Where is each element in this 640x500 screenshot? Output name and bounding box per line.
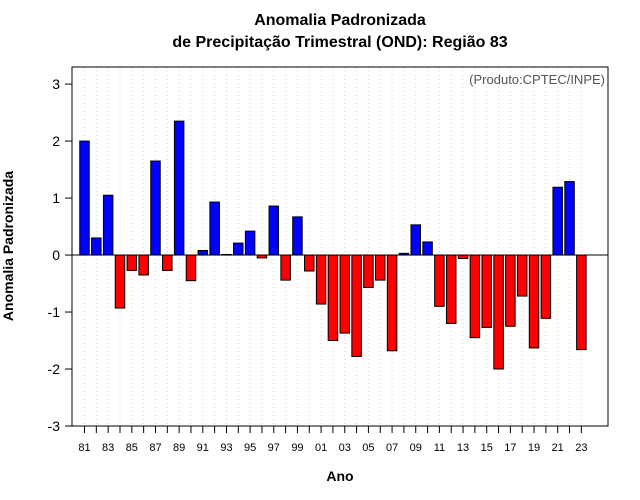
y-tick-label: -2 <box>48 361 61 377</box>
bar-21 <box>552 186 563 256</box>
bar-13 <box>457 254 469 259</box>
x-tick-label: 99 <box>291 442 303 454</box>
bar-82 <box>91 237 102 256</box>
bar-90 <box>185 254 197 282</box>
bar-97 <box>268 205 280 256</box>
bar-00 <box>304 254 315 272</box>
x-tick-label: 09 <box>410 442 422 454</box>
bar-23 <box>576 254 587 351</box>
bar-02 <box>327 254 339 342</box>
x-tick-label: 05 <box>362 442 374 454</box>
x-tick-label: 83 <box>102 442 114 454</box>
bar-18 <box>516 254 528 297</box>
y-tick-label: 0 <box>52 247 60 263</box>
bar-89 <box>173 120 185 256</box>
x-tick-label: 03 <box>339 442 351 454</box>
bar-07 <box>386 254 398 352</box>
bar-91 <box>197 249 209 256</box>
y-tick-label: 1 <box>52 190 60 206</box>
x-tick-label: 23 <box>575 442 587 454</box>
bar-95 <box>244 230 256 256</box>
x-tick-label: 97 <box>268 442 280 454</box>
plot-frame <box>71 66 609 427</box>
source-annotation: (Produto:CPTEC/INPE) <box>469 72 605 87</box>
bar-88 <box>162 254 173 271</box>
bar-12 <box>445 254 457 324</box>
x-tick-label: 19 <box>528 442 540 454</box>
bar-92 <box>209 201 220 256</box>
x-tick-label: 21 <box>552 442 564 454</box>
y-tick-label: -1 <box>48 304 61 320</box>
bar-99 <box>292 216 303 256</box>
bar-09 <box>410 224 421 256</box>
bar-86 <box>138 254 149 276</box>
bar-19 <box>528 254 540 349</box>
x-tick-label: 07 <box>386 442 398 454</box>
x-tick-label: 11 <box>434 442 445 454</box>
bar-10 <box>422 241 433 256</box>
y-axis: -3 -2 -1 0 1 2 3 <box>48 76 72 434</box>
x-tick-label: 81 <box>78 442 90 454</box>
bar-98 <box>280 254 291 281</box>
bar-04 <box>351 254 362 357</box>
bar-81 <box>79 140 90 256</box>
bar-05 <box>363 254 374 289</box>
x-tick-label: 87 <box>149 442 161 454</box>
x-tick-label: 95 <box>244 442 256 454</box>
y-tick-label: 2 <box>52 133 60 149</box>
x-tick-label: 17 <box>504 442 516 454</box>
x-tick-label: 93 <box>220 442 232 454</box>
x-tick-label: 13 <box>457 442 469 454</box>
bar-03 <box>339 254 351 334</box>
x-tick-label: 89 <box>173 442 185 454</box>
x-tick-label: 01 <box>315 442 327 454</box>
chart-title: Anomalia Padronizada <box>254 12 426 29</box>
bar-84 <box>114 254 126 309</box>
bar-17 <box>505 254 516 327</box>
bar-16 <box>493 254 504 370</box>
bars-group <box>79 120 587 370</box>
y-axis-label: Anomalia Padronizada <box>0 171 16 321</box>
x-axis-label: Ano <box>326 468 353 484</box>
bar-14 <box>469 254 481 339</box>
bar-01 <box>315 254 327 305</box>
x-tick-label: 91 <box>197 442 209 454</box>
bar-06 <box>375 254 386 281</box>
bar-20 <box>540 254 552 319</box>
x-axis: 81 83 85 87 89 91 93 95 97 99 01 03 05 07 09 11 13 15 17 19… <box>78 426 587 454</box>
bar-15 <box>481 254 492 328</box>
bar-22 <box>564 181 575 256</box>
bar-85 <box>126 254 138 271</box>
x-tick-label: 85 <box>126 442 138 454</box>
bar-94 <box>233 242 244 256</box>
y-tick-label: 3 <box>52 76 60 92</box>
x-tick-label: 15 <box>481 442 493 454</box>
bar-11 <box>434 254 445 307</box>
chart-subtitle: de Precipitação Trimestral (OND): Região… <box>172 34 507 51</box>
bar-83 <box>102 194 114 256</box>
y-tick-label: -3 <box>48 418 61 434</box>
bar-87 <box>150 160 161 256</box>
